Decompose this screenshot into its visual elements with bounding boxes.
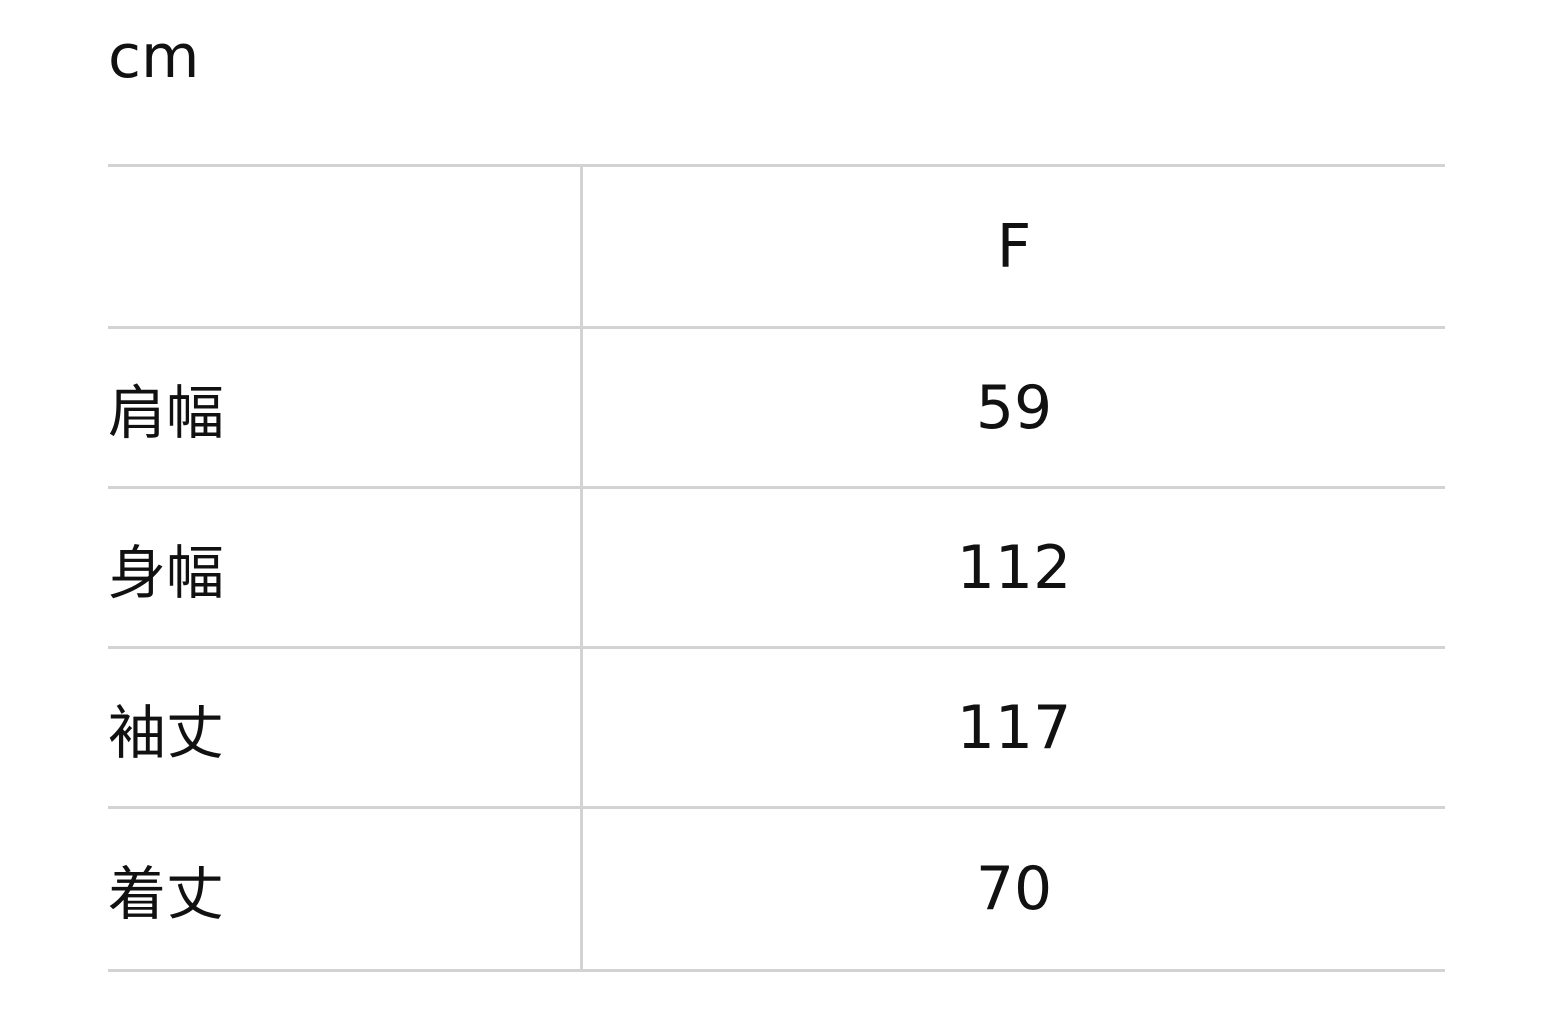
- row-label: 袖丈: [108, 649, 583, 806]
- row-label: 肩幅: [108, 329, 583, 486]
- table-row: 着丈 70: [108, 806, 1445, 972]
- table-row: 肩幅 59: [108, 326, 1445, 486]
- table-row: 身幅 112: [108, 486, 1445, 646]
- row-value: 70: [975, 854, 1053, 924]
- header-size-cell: F: [996, 211, 1032, 282]
- unit-label: cm: [108, 22, 200, 92]
- row-value: 112: [956, 532, 1072, 603]
- size-table: F 肩幅 59 身幅 112 袖丈 117 着丈 70: [108, 164, 1445, 972]
- table-row: 袖丈 117: [108, 646, 1445, 806]
- row-label: 着丈: [108, 809, 583, 969]
- row-value: 59: [975, 372, 1053, 443]
- row-value: 117: [956, 692, 1072, 763]
- header-label-cell: [108, 167, 583, 326]
- row-label: 身幅: [108, 489, 583, 646]
- table-header-row: F: [108, 164, 1445, 326]
